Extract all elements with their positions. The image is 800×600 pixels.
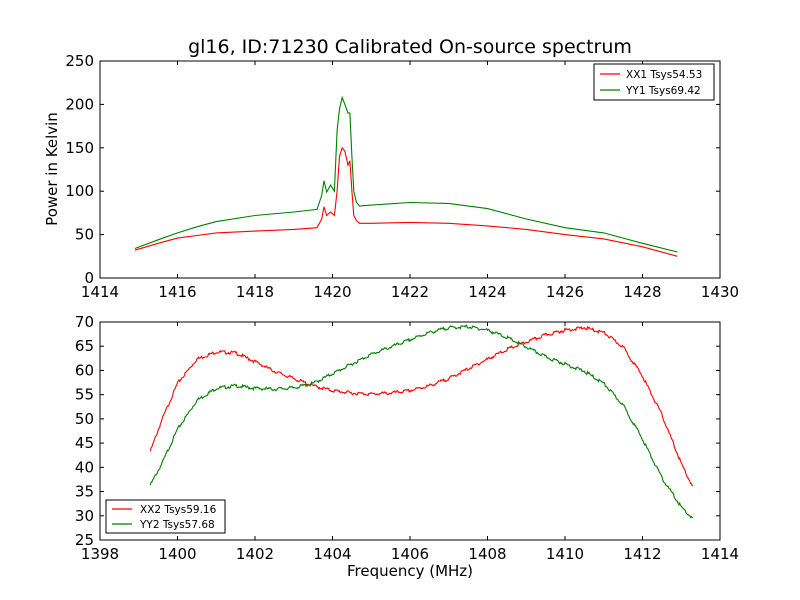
top-ytick-label: 0 — [84, 269, 94, 287]
bottom-ytick-label: 45 — [75, 434, 94, 452]
bottom-xtick-label: 1410 — [546, 545, 584, 563]
top-xtick-label: 1428 — [623, 283, 661, 301]
bottom-chart: Frequency (MHz) 1398 1400 1402 1404 1406 1408… — [75, 313, 739, 580]
bottom-chart-xlabel: Frequency (MHz) — [347, 562, 473, 580]
bottom-ytick-label: 50 — [75, 410, 94, 428]
top-chart-ylabel: Power in Kelvin — [43, 112, 61, 226]
top-ytick-label: 200 — [65, 95, 94, 113]
bottom-ytick-label: 55 — [75, 386, 94, 404]
bottom-xtick-label: 1406 — [391, 545, 429, 563]
top-xtick-label: 1422 — [391, 283, 429, 301]
bottom-xtick-label: 1414 — [701, 545, 739, 563]
top-xtick-label: 1424 — [468, 283, 506, 301]
top-ytick-label: 50 — [75, 226, 94, 244]
top-xtick-label: 1416 — [158, 283, 196, 301]
top-ytick-label: 150 — [65, 139, 94, 157]
bottom-legend-label-yy2: YY2 Tsys57.68 — [139, 519, 215, 531]
top-ytick-label: 100 — [65, 182, 94, 200]
bottom-ytick-label: 65 — [75, 337, 94, 355]
top-xtick-label: 1418 — [236, 283, 274, 301]
top-xtick-label: 1420 — [313, 283, 351, 301]
bottom-plot-area: 1398 1400 1402 1404 1406 1408 1410 1412 1414 25 30… — [75, 313, 739, 563]
bottom-ytick-label: 70 — [75, 313, 94, 331]
top-xtick-label: 1426 — [546, 283, 584, 301]
bottom-ytick-label: 35 — [75, 483, 94, 501]
bottom-ytick-label: 40 — [75, 458, 94, 476]
top-ytick-label: 250 — [65, 52, 94, 70]
top-legend-box — [593, 63, 715, 101]
bottom-xtick-label: 1398 — [81, 545, 119, 563]
top-series-line-0 — [134, 146, 678, 257]
bottom-legend-label-xx2: XX2 Tsys59.16 — [140, 504, 217, 516]
bottom-xtick-label: 1408 — [468, 545, 506, 563]
bottom-ytick-label: 25 — [75, 531, 94, 549]
bottom-series-line-0 — [149, 325, 694, 487]
bottom-xtick-label: 1402 — [236, 545, 274, 563]
bottom-xtick-label: 1412 — [623, 545, 661, 563]
bottom-ytick-label: 30 — [75, 507, 94, 525]
bottom-xtick-label: 1400 — [158, 545, 196, 563]
bottom-series-line-1 — [149, 324, 694, 519]
top-legend-label-yy1: YY1 Tsys69.42 — [625, 85, 701, 97]
bottom-xtick-label: 1404 — [313, 545, 351, 563]
bottom-legend: XX2 Tsys59.16 YY2 Tsys57.68 — [105, 499, 226, 534]
top-legend-label-xx1: XX1 Tsys54.53 — [626, 69, 702, 81]
bottom-ytick-label: 60 — [75, 361, 94, 379]
top-xtick-label: 1430 — [701, 283, 739, 301]
top-legend: XX1 Tsys54.53 YY1 Tsys69.42 — [593, 63, 715, 101]
top-plot-area: 1414 1416 1418 1420 1422 1424 1426 1428 1430 0 50 1… — [65, 52, 739, 301]
top-chart: gl16, ID:71230 Calibrated On-source spec… — [43, 36, 739, 301]
top-series-line-1 — [134, 95, 678, 253]
top-chart-title: gl16, ID:71230 Calibrated On-source spec… — [188, 36, 632, 58]
top-xtick-label: 1414 — [81, 283, 119, 301]
bottom-legend-box — [105, 499, 226, 534]
